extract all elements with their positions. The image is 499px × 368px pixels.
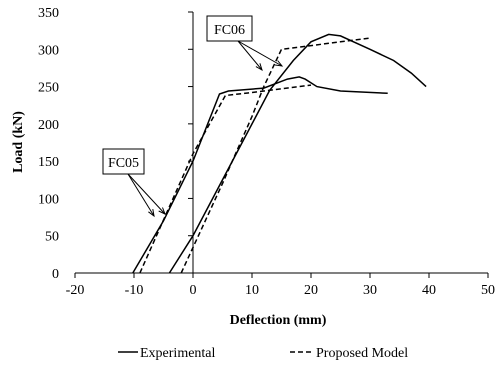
x-tick-label: -20 <box>66 283 85 298</box>
annotation-label-fc05: FC05 <box>108 156 139 171</box>
annotation-box-fc05 <box>102 148 145 175</box>
arrowhead-icon <box>255 63 263 72</box>
y-tick-label: 250 <box>38 81 59 96</box>
y-tick-label: 300 <box>38 43 59 58</box>
annotation-box-fc06 <box>206 15 253 42</box>
annotation-arrow-fc06 <box>237 40 283 67</box>
series-line-fc05-experimental <box>132 76 388 274</box>
y-axis-title: Load (kN) <box>11 111 26 173</box>
axes <box>75 12 488 274</box>
x-tick-label: 0 <box>190 283 197 298</box>
x-tick-label: 20 <box>304 283 318 298</box>
annotation-arrow-fc05 <box>127 173 166 215</box>
y-tick-label: 350 <box>38 6 59 21</box>
series-line-fc05-proposed-model <box>139 84 312 274</box>
arrowhead-icon <box>275 60 284 67</box>
x-tick-label: 50 <box>481 283 495 298</box>
tick-layer: -20 -10 0 10 20 30 40 50 0 50 100 150 200 250 300 350 <box>38 6 495 298</box>
legend-label-proposed-model: Proposed Model <box>316 346 408 361</box>
annotation-layer: FC05 FC06 <box>102 15 284 218</box>
x-axis-title: Deflection (mm) <box>230 313 327 328</box>
annotation-arrow-fc06 <box>237 40 263 71</box>
series-layer <box>132 33 427 274</box>
y-tick-label: 50 <box>45 230 59 245</box>
arrowhead-icon <box>158 207 166 215</box>
legend-label-experimental: Experimental <box>140 346 216 361</box>
y-tick-label: 200 <box>38 118 59 133</box>
y-tick-label: 150 <box>38 155 59 170</box>
x-tick-label: 40 <box>422 283 436 298</box>
y-tick-label: 0 <box>52 267 59 282</box>
arrowhead-icon <box>148 209 155 218</box>
legend: Experimental Proposed Model <box>118 346 408 361</box>
x-tick-label: 10 <box>245 283 259 298</box>
y-tick-label: 100 <box>38 192 59 207</box>
annotation-arrow-fc05 <box>127 173 155 217</box>
series-line-fc06-experimental <box>168 33 427 274</box>
annotation-label-fc06: FC06 <box>214 23 245 38</box>
x-tick-label: 30 <box>363 283 377 298</box>
series-line-fc06-proposed-model <box>180 37 371 274</box>
x-tick-label: -10 <box>125 283 144 298</box>
